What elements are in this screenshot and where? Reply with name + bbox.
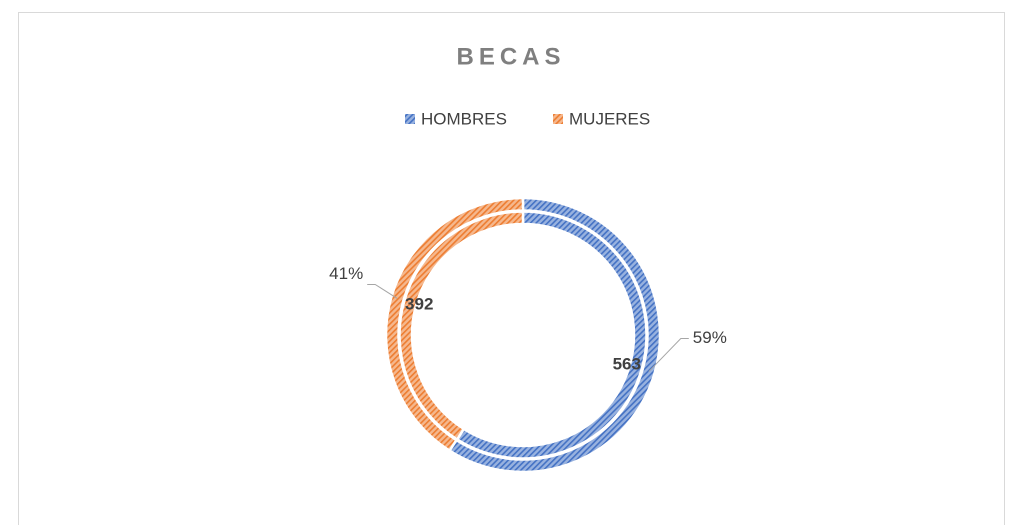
data-label: 41% — [329, 264, 363, 283]
legend-label: MUJERES — [569, 109, 650, 128]
leader-line — [648, 338, 689, 372]
legend-marker — [405, 114, 415, 124]
data-label: 392 — [405, 295, 433, 314]
doughnut-slice — [384, 196, 525, 453]
legend-label: HOMBRES — [421, 109, 507, 128]
data-label: 563 — [613, 354, 641, 373]
legend-marker — [553, 114, 563, 124]
chart-border — [18, 12, 1005, 525]
leader-line — [367, 283, 398, 299]
chart-title: BECAS — [456, 43, 565, 70]
data-label: 59% — [693, 328, 727, 347]
